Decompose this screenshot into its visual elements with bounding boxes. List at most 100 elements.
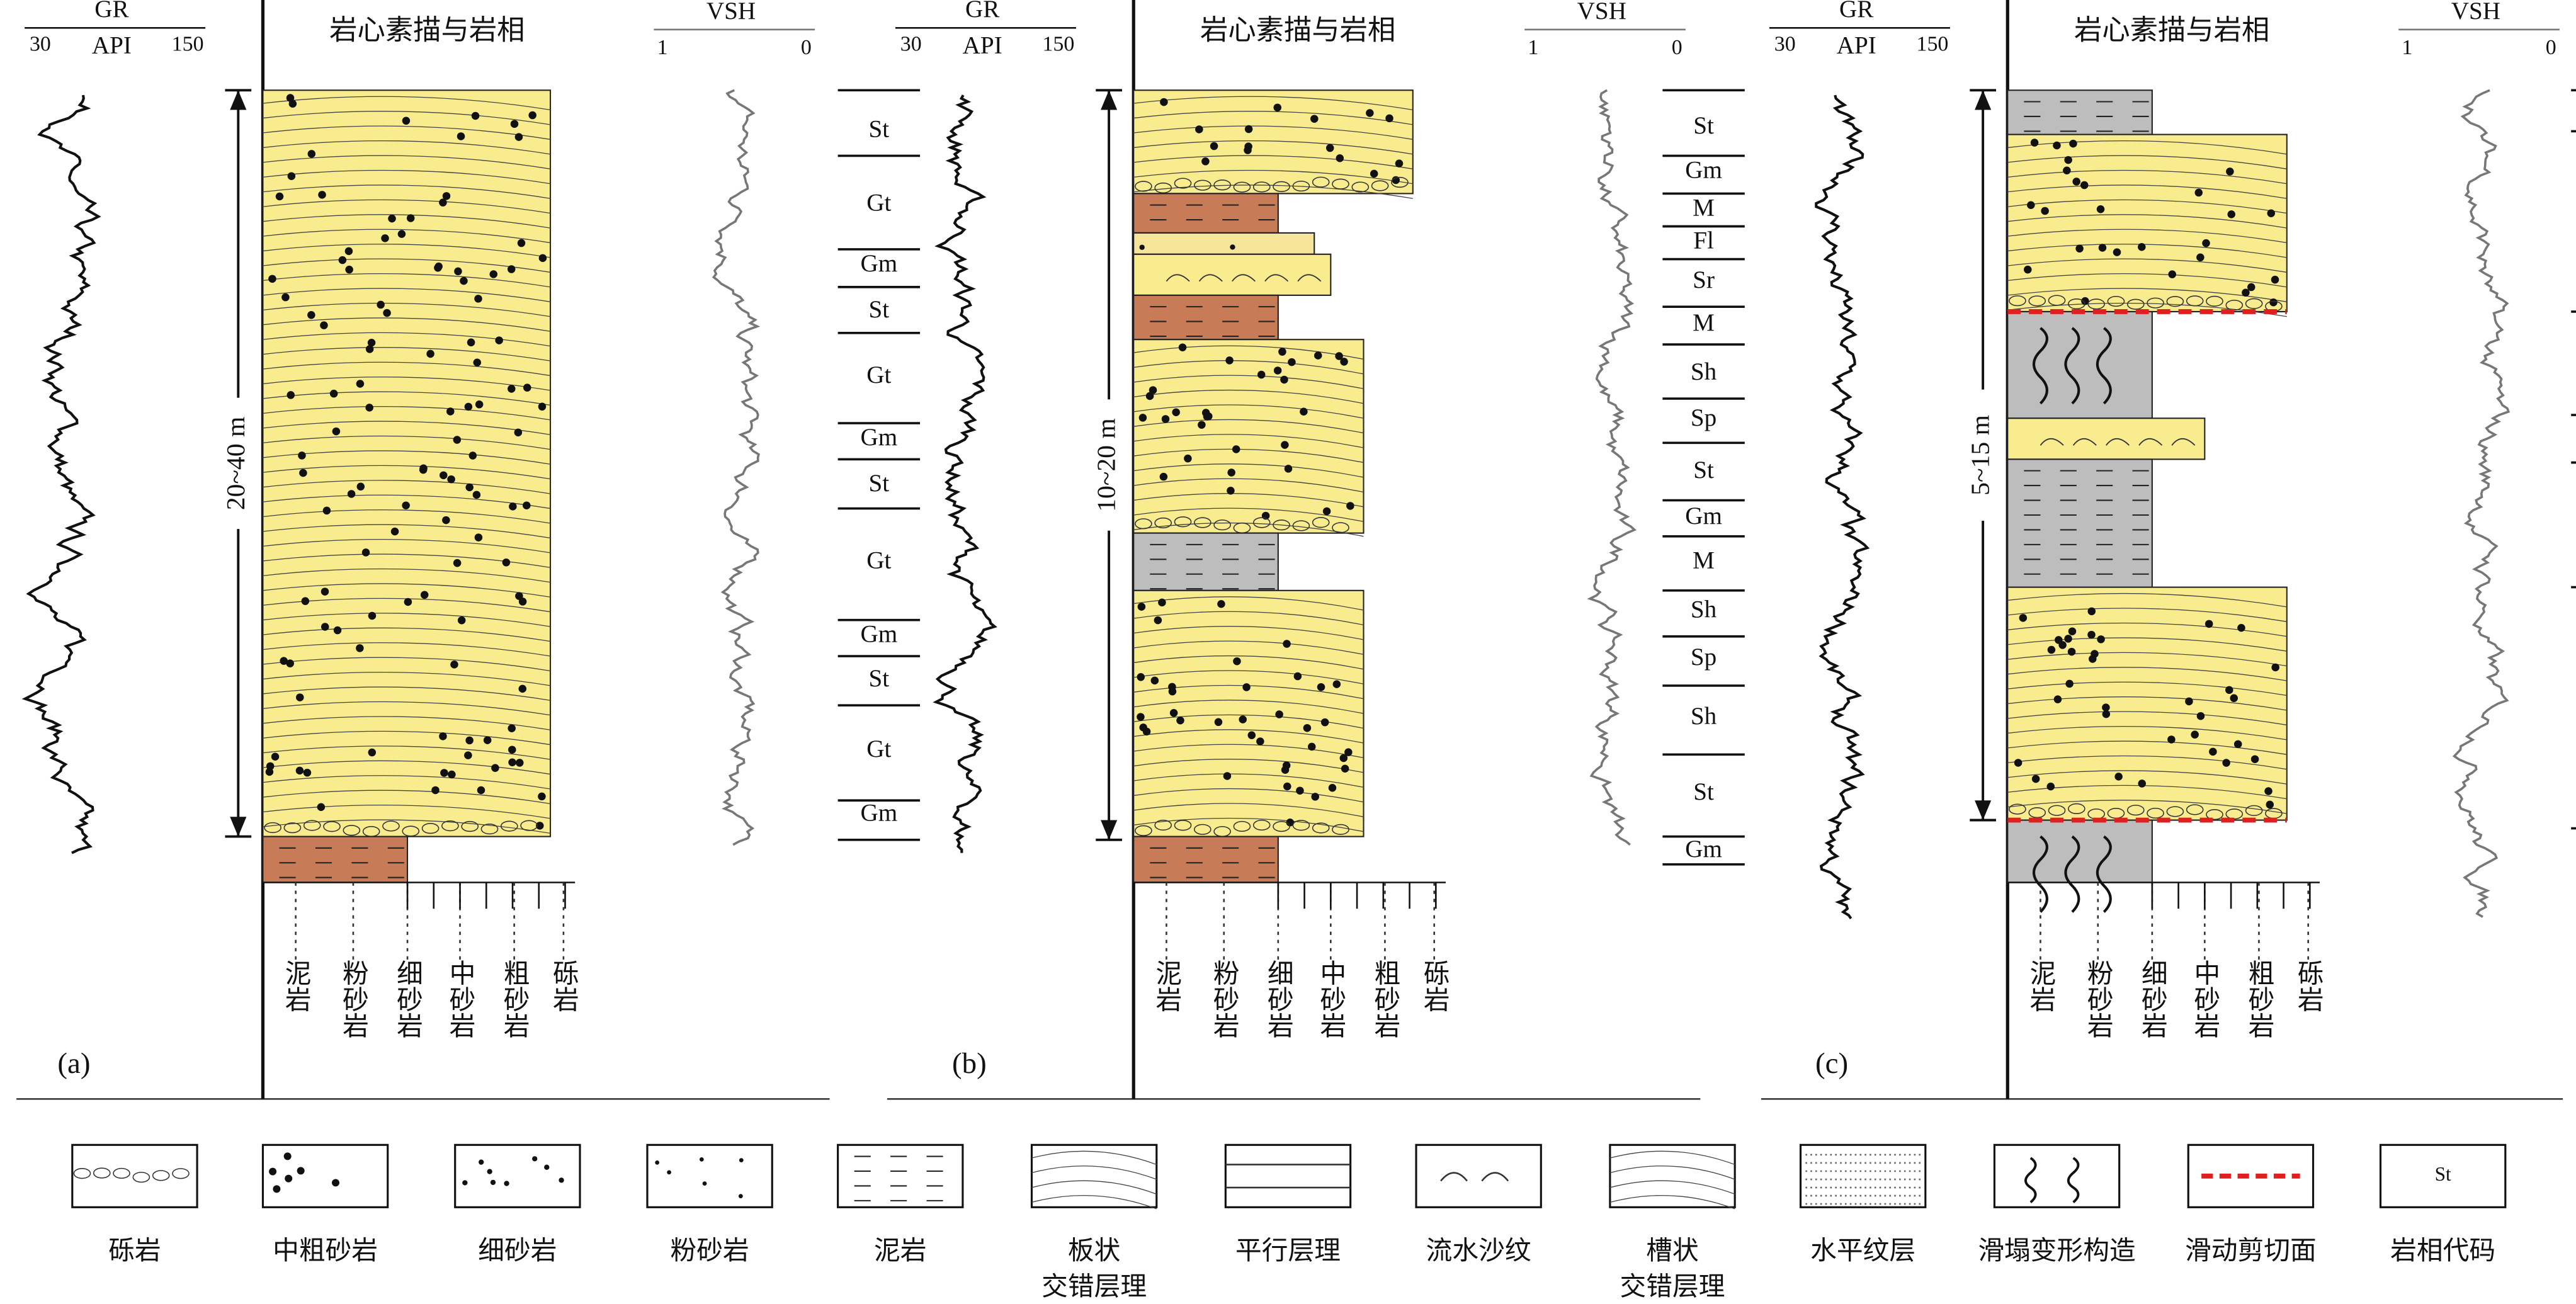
vsh-max: 0 xyxy=(2546,36,2556,59)
grain-dot xyxy=(490,1179,496,1186)
gr-unit: API xyxy=(963,32,1002,59)
grain-dot xyxy=(1281,766,1290,774)
grain-dot xyxy=(2080,181,2089,190)
grain-dot xyxy=(450,661,458,669)
grain-dot xyxy=(2089,655,2097,663)
grain-size: 砾岩 xyxy=(1420,960,1450,1012)
grain-dot xyxy=(322,506,331,515)
grain-size: 泥岩 xyxy=(281,960,311,1012)
grain-dot xyxy=(1344,748,1353,756)
grain-dot xyxy=(1158,598,1166,607)
grain-dot xyxy=(1160,98,1168,106)
grain-dot xyxy=(2269,298,2278,307)
bed xyxy=(1133,532,1279,591)
facies-code: Sh xyxy=(1691,703,1717,730)
grain-dot xyxy=(1227,487,1235,495)
grain-dot xyxy=(1244,125,1253,133)
grain-dot xyxy=(1280,375,1288,384)
legend-label: 中粗砂岩 xyxy=(273,1237,378,1266)
cross-bed xyxy=(263,244,551,258)
pebble xyxy=(1332,824,1349,835)
cross-bed xyxy=(2007,652,2287,667)
grain-dot xyxy=(361,548,370,557)
grain-dot xyxy=(2194,188,2203,197)
grain-dot xyxy=(1172,408,1180,416)
grain-dot xyxy=(2081,297,2089,305)
grain-dot xyxy=(1335,352,1343,360)
ripple xyxy=(1166,274,1190,282)
grain-dot xyxy=(1366,109,1374,117)
bed xyxy=(1133,232,1315,255)
pebble xyxy=(1135,825,1152,836)
cross-bed xyxy=(263,760,551,775)
pebble xyxy=(73,1168,91,1179)
grain-dot xyxy=(1322,507,1331,516)
grain-dot xyxy=(2068,627,2077,635)
grain-dot xyxy=(356,482,365,491)
grain-dot xyxy=(1314,351,1322,360)
grain-dot xyxy=(479,1159,484,1165)
core-title: 岩心素描与岩相 xyxy=(2074,14,2269,45)
cross-bed xyxy=(1031,1165,1157,1180)
cross-bed xyxy=(1133,773,1364,788)
cross-bed xyxy=(263,730,551,746)
grain-dot xyxy=(2067,647,2076,656)
grain-dot xyxy=(1286,818,1295,827)
grain-dot xyxy=(2266,800,2274,809)
slump xyxy=(2032,327,2048,405)
pebble xyxy=(132,1172,150,1183)
facies-code: St xyxy=(869,296,890,323)
grain-dot xyxy=(1244,142,1252,150)
cross-bed xyxy=(1133,404,1364,419)
grain-dot xyxy=(2024,265,2032,274)
grain-dot xyxy=(477,786,485,795)
grain-dot xyxy=(1336,154,1344,162)
grain-dot xyxy=(502,558,511,567)
grain-dot xyxy=(368,748,377,757)
grain-dot xyxy=(508,758,516,766)
legend-label: 流水沙纹 xyxy=(1426,1237,1531,1266)
grain-dot xyxy=(2063,166,2071,175)
ripple xyxy=(1440,1172,1468,1182)
grain-dot xyxy=(2271,663,2279,672)
pebble xyxy=(2206,295,2223,307)
grain-dot xyxy=(1278,348,1286,356)
pebble xyxy=(480,824,499,835)
grain-dot xyxy=(288,99,297,108)
gr-min: 30 xyxy=(900,33,922,56)
grain-dot xyxy=(507,265,516,273)
grain-dot xyxy=(332,1179,340,1187)
grain-dot xyxy=(271,752,280,761)
vsh-min: 1 xyxy=(657,36,668,59)
cross-bed xyxy=(263,613,551,627)
grain-dot xyxy=(515,592,523,600)
grain-dot xyxy=(1210,142,1218,150)
grain-dot xyxy=(2075,244,2084,253)
grain-dot xyxy=(2102,703,2110,712)
cross-bed xyxy=(263,819,551,834)
grain-dot xyxy=(1242,683,1251,691)
cross-bed xyxy=(263,568,551,583)
cross-bed xyxy=(263,96,551,111)
facies-code: Gm xyxy=(861,424,898,451)
grain-dot xyxy=(1395,159,1404,167)
grain-dot xyxy=(1214,718,1223,727)
cross-bed xyxy=(1133,478,1364,493)
grain-dot xyxy=(1227,468,1235,477)
grain-size: 砾岩 xyxy=(2294,960,2324,1012)
cross-bed xyxy=(263,317,551,332)
cross-bed xyxy=(263,790,551,805)
grain-dot xyxy=(489,270,498,278)
grain-dot xyxy=(2237,623,2245,632)
cross-bed xyxy=(1133,389,1364,404)
grain-dot xyxy=(2046,782,2055,791)
ripple xyxy=(2040,438,2064,446)
vsh-title: VSH xyxy=(706,0,756,25)
grain-dot xyxy=(518,684,527,693)
grain-dot xyxy=(287,172,296,180)
pebble xyxy=(1135,518,1152,530)
grain-dot xyxy=(1198,421,1206,429)
grain-dot xyxy=(2047,645,2056,654)
grain-dot xyxy=(1284,465,1293,473)
